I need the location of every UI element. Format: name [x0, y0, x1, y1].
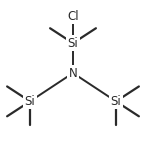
- Text: Si: Si: [68, 37, 78, 50]
- Text: N: N: [69, 67, 77, 79]
- Text: Cl: Cl: [67, 10, 79, 23]
- Text: Si: Si: [25, 95, 35, 108]
- Text: Si: Si: [111, 95, 121, 108]
